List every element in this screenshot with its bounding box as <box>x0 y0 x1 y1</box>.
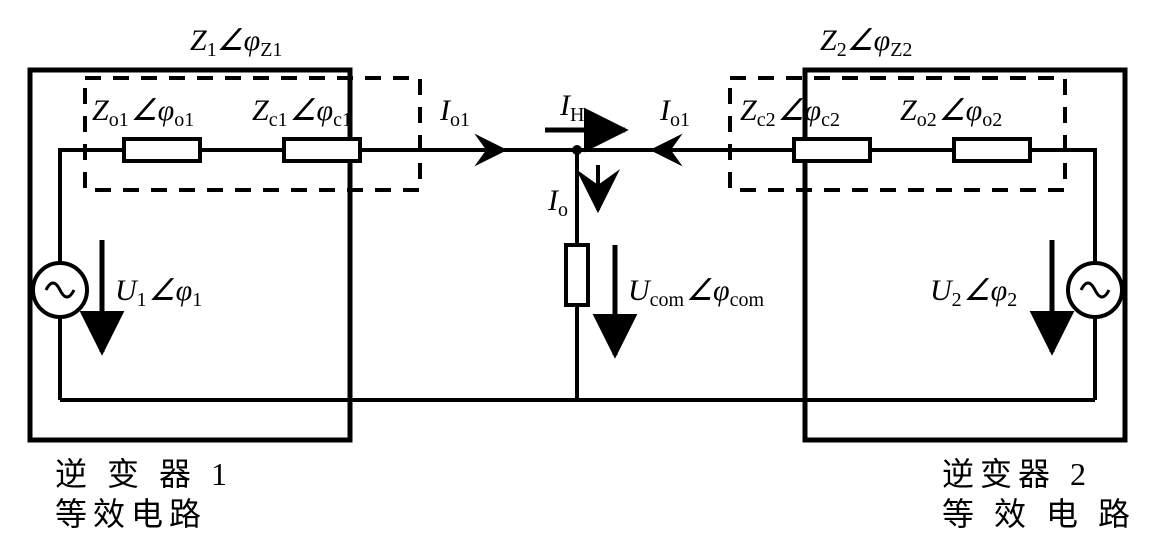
impedance-zo1 <box>124 139 200 161</box>
label-zo2: Zo2∠φo2 <box>900 94 1002 131</box>
caption-inv2-line1: 逆变器 2 <box>942 456 1092 492</box>
load-branch <box>566 150 588 400</box>
caption-inv2-line2: 等 效 电 路 <box>942 496 1136 532</box>
label-z2: Z2∠φZ2 <box>820 24 912 61</box>
label-io1-right: Io1 <box>659 94 690 131</box>
loop-right <box>577 150 1122 400</box>
impedance-zc1 <box>284 139 360 161</box>
label-u1: U1∠φ1 <box>115 274 202 311</box>
impedance-zo2 <box>954 139 1030 161</box>
label-zc1: Zc1∠φc1 <box>252 94 352 131</box>
label-z1: Z1∠φZ1 <box>190 24 282 61</box>
impedance-zc2 <box>794 139 870 161</box>
label-ih: IH <box>559 89 584 126</box>
label-io: Io <box>547 184 568 221</box>
caption-inv1-line2: 等效电路 <box>55 496 207 532</box>
label-io1-left: Io1 <box>439 94 470 131</box>
label-u2: U2∠φ2 <box>930 274 1017 311</box>
label-zo1: Zo1∠φo1 <box>92 94 194 131</box>
label-ucom: Ucom∠φcom <box>628 274 765 311</box>
caption-inv1-line1: 逆 变 器 1 <box>55 456 233 492</box>
label-zc2: Zc2∠φc2 <box>740 94 840 131</box>
